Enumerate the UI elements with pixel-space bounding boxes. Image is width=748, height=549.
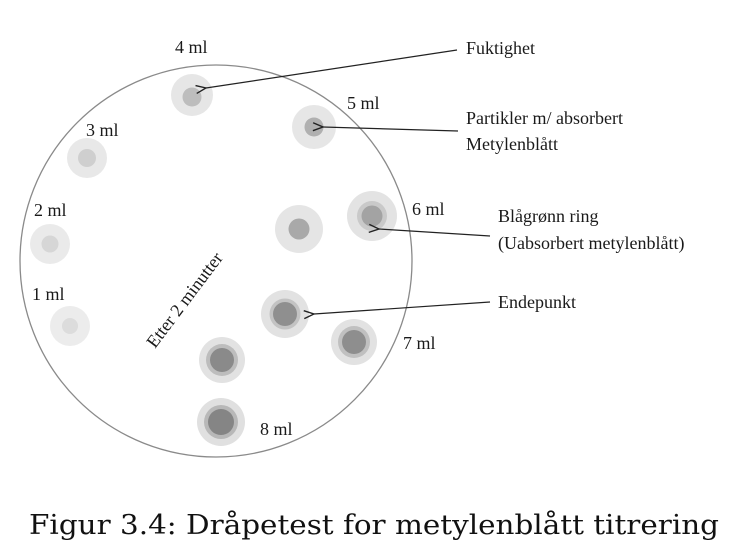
figure-caption: Figur 3.4: Dråpetest for metylenblått ti… (29, 509, 719, 541)
annotation-ring-line2: (Uabsorbert metylenblått) (498, 233, 684, 254)
annotation-particles-line2: Metylenblått (466, 134, 558, 154)
label-4ml: 4 ml (175, 37, 208, 57)
drop-3ml (67, 138, 107, 178)
annotation-ring-line1: Blågrønn ring (498, 206, 599, 226)
drop-after-2-minutes (199, 337, 245, 383)
annotation-particles-line1: Partikler m/ absorbert (466, 108, 623, 128)
drop-center (275, 205, 323, 253)
annotation-endpoint: Endepunkt (498, 292, 576, 312)
arrow-particles (323, 127, 459, 132)
filter-paper-circle (19, 64, 413, 458)
label-2ml: 2 ml (34, 200, 67, 220)
label-after-2-minutes: Etter 2 minutter (142, 248, 227, 351)
label-8ml: 8 ml (260, 419, 293, 439)
drop-6ml (347, 191, 397, 241)
label-7ml: 7 ml (403, 333, 436, 353)
drop-1ml (50, 306, 90, 346)
arrow-ring (379, 229, 491, 237)
drop-endpoint (261, 290, 309, 338)
annotation-moisture: Fuktighet (466, 38, 535, 58)
label-5ml: 5 ml (347, 93, 380, 113)
label-3ml: 3 ml (86, 120, 119, 140)
arrow-endpoint (314, 301, 491, 314)
label-6ml: 6 ml (412, 199, 445, 219)
drop-8ml (197, 398, 245, 446)
drop-4ml (171, 74, 213, 116)
drop-7ml (331, 319, 377, 365)
arrow-moisture (206, 49, 458, 88)
drop-2ml (30, 224, 70, 264)
label-1ml: 1 ml (32, 284, 65, 304)
